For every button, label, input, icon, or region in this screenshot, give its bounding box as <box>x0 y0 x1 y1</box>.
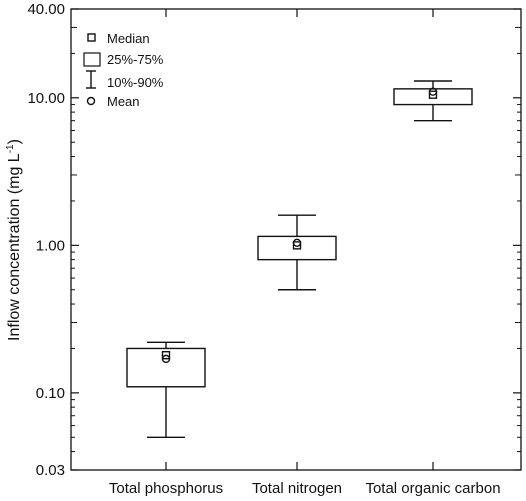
mean-marker <box>428 87 438 96</box>
category-label: Total phosphorus <box>109 480 223 497</box>
legend-box-label: 25%-75% <box>107 52 164 67</box>
category-label: Total nitrogen <box>252 480 342 497</box>
box-1 <box>126 341 206 438</box>
y-axis-title-close: ) <box>6 139 23 144</box>
y-tick-label: 0.03 <box>36 462 65 479</box>
median-marker <box>292 241 302 250</box>
mean-marker <box>161 354 171 364</box>
legend-mean-marker <box>86 96 96 106</box>
plot-frame <box>70 8 522 471</box>
median-marker <box>161 351 171 360</box>
x-ticks <box>165 9 434 470</box>
iqr-box <box>257 235 337 261</box>
legend-median-marker <box>87 33 96 42</box>
median-marker <box>428 90 438 99</box>
y-tick-label: 10.00 <box>27 90 65 107</box>
category-labels: Total phosphorus Total nitrogen Total orga… <box>109 480 501 497</box>
y-ticks-right <box>513 8 521 471</box>
y-axis-title: Inflow concentration (mg L-1) <box>5 139 23 341</box>
y-tick-label: 40.00 <box>27 1 65 18</box>
y-tick-label: 0.10 <box>36 385 65 402</box>
iqr-box <box>126 347 206 388</box>
box-2 <box>257 214 337 291</box>
y-tick-label: 1.00 <box>36 237 65 254</box>
boxes-group <box>126 80 473 438</box>
legend-median-label: Median <box>107 31 150 46</box>
y-axis-title-main: Inflow concentration (mg L <box>6 153 23 341</box>
y-tick-labels: 40.00 10.00 1.00 0.10 0.03 <box>27 1 65 479</box>
legend: Median 25%-75% 10%-90% Mean <box>83 31 164 109</box>
legend-box-symbol <box>83 52 101 67</box>
mean-marker <box>292 238 302 248</box>
legend-mean-label: Mean <box>107 94 140 109</box>
y-ticks-left <box>71 8 79 471</box>
category-label: Total organic carbon <box>365 480 500 497</box>
y-axis-title-superscript: -1 <box>5 144 16 153</box>
box-3 <box>393 80 473 122</box>
legend-whisker-label: 10%-90% <box>107 75 164 90</box>
